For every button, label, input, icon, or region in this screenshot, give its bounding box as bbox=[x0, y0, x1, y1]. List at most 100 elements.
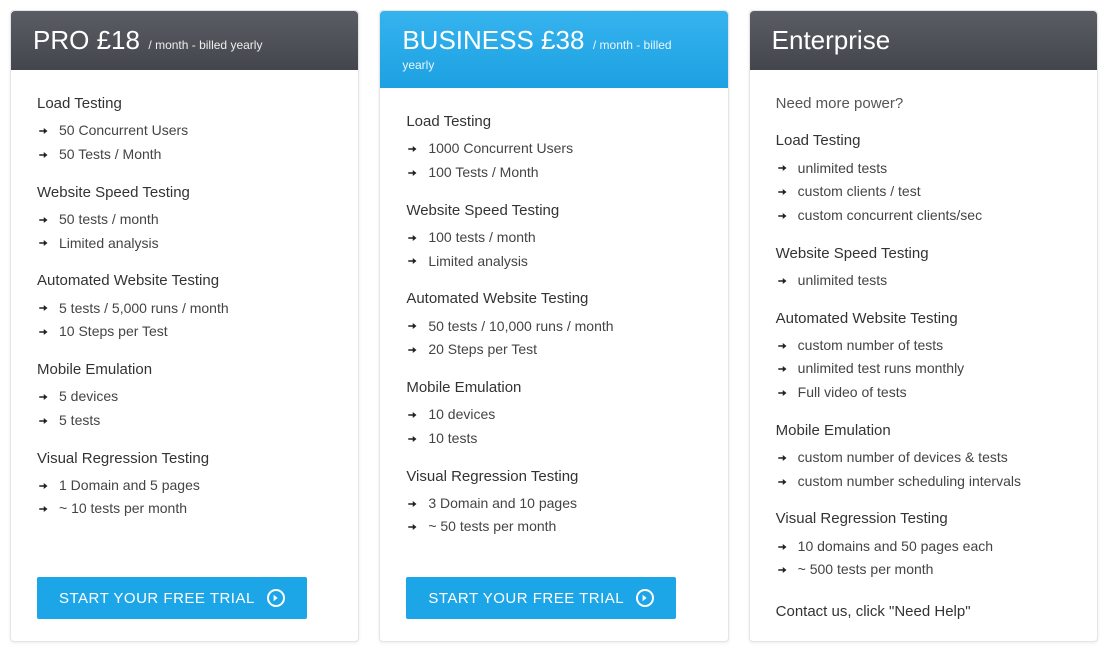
feature-list: 5 tests / 5,000 runs / month10 Steps per… bbox=[37, 297, 332, 344]
feature-text: 5 tests bbox=[59, 410, 100, 432]
feature-item: 5 tests / 5,000 runs / month bbox=[37, 297, 332, 321]
feature-section-title: Automated Website Testing bbox=[37, 269, 332, 292]
feature-text: ~ 500 tests per month bbox=[798, 559, 934, 581]
feature-text: Limited analysis bbox=[59, 233, 159, 255]
feature-item: 50 Tests / Month bbox=[37, 143, 332, 167]
feature-item: ~ 50 tests per month bbox=[406, 515, 701, 539]
feature-list: 10 devices10 tests bbox=[406, 403, 701, 450]
feature-text: 10 domains and 50 pages each bbox=[798, 536, 993, 558]
feature-item: 10 domains and 50 pages each bbox=[776, 535, 1071, 559]
arrow-right-circle-icon bbox=[267, 589, 285, 607]
feature-text: custom number of devices & tests bbox=[798, 447, 1008, 469]
plan-title: PRO £18 bbox=[33, 25, 140, 55]
arrow-right-icon bbox=[37, 391, 49, 403]
feature-text: 10 Steps per Test bbox=[59, 321, 168, 343]
arrow-right-icon bbox=[776, 387, 788, 399]
feature-item: Limited analysis bbox=[406, 250, 701, 274]
arrow-right-icon bbox=[776, 186, 788, 198]
feature-item: 50 tests / month bbox=[37, 208, 332, 232]
plan-tagline: Need more power? bbox=[776, 92, 1071, 115]
arrow-right-icon bbox=[406, 255, 418, 267]
arrow-right-icon bbox=[406, 521, 418, 533]
feature-list: custom number of testsunlimited test run… bbox=[776, 334, 1071, 405]
feature-list: 1000 Concurrent Users100 Tests / Month bbox=[406, 137, 701, 184]
feature-text: 1 Domain and 5 pages bbox=[59, 475, 200, 497]
arrow-right-icon bbox=[406, 498, 418, 510]
plan-header-enterprise: Enterprise bbox=[750, 11, 1097, 70]
feature-section-title: Visual Regression Testing bbox=[776, 507, 1071, 530]
feature-item: 5 tests bbox=[37, 409, 332, 433]
start-free-trial-button[interactable]: START YOUR FREE TRIAL bbox=[406, 577, 676, 619]
feature-item: custom clients / test bbox=[776, 180, 1071, 204]
arrow-right-icon bbox=[37, 503, 49, 515]
feature-item: 10 Steps per Test bbox=[37, 320, 332, 344]
plan-card-enterprise: Enterprise Need more power?Load Testingu… bbox=[749, 10, 1098, 642]
arrow-right-icon bbox=[776, 541, 788, 553]
arrow-right-icon bbox=[406, 344, 418, 356]
feature-list: 50 Concurrent Users50 Tests / Month bbox=[37, 119, 332, 166]
feature-list: 50 tests / monthLimited analysis bbox=[37, 208, 332, 255]
feature-section-title: Website Speed Testing bbox=[406, 199, 701, 222]
feature-section-title: Visual Regression Testing bbox=[406, 465, 701, 488]
arrow-right-icon bbox=[776, 363, 788, 375]
feature-item: 1 Domain and 5 pages bbox=[37, 474, 332, 498]
plan-subtitle: / month - billed yearly bbox=[148, 38, 262, 52]
feature-text: Limited analysis bbox=[428, 251, 528, 273]
feature-list: 5 devices5 tests bbox=[37, 385, 332, 432]
feature-text: ~ 10 tests per month bbox=[59, 498, 187, 520]
plan-body-enterprise: Need more power?Load Testingunlimited te… bbox=[750, 70, 1097, 641]
feature-text: 10 tests bbox=[428, 428, 477, 450]
feature-text: custom number scheduling intervals bbox=[798, 471, 1021, 493]
arrow-right-circle-icon bbox=[636, 589, 654, 607]
arrow-right-icon bbox=[406, 167, 418, 179]
arrow-right-icon bbox=[37, 326, 49, 338]
feature-item: unlimited tests bbox=[776, 269, 1071, 293]
arrow-right-icon bbox=[776, 340, 788, 352]
feature-text: 50 tests / 10,000 runs / month bbox=[428, 316, 613, 338]
arrow-right-icon bbox=[406, 232, 418, 244]
plan-footer-business: START YOUR FREE TRIAL bbox=[380, 577, 727, 641]
plan-card-pro: PRO £18 / month - billed yearly Load Tes… bbox=[10, 10, 359, 642]
arrow-right-icon bbox=[406, 433, 418, 445]
arrow-right-icon bbox=[776, 564, 788, 576]
feature-item: custom number of tests bbox=[776, 334, 1071, 358]
feature-text: custom number of tests bbox=[798, 335, 944, 357]
feature-section-title: Mobile Emulation bbox=[776, 419, 1071, 442]
feature-item: 100 tests / month bbox=[406, 226, 701, 250]
feature-item: ~ 10 tests per month bbox=[37, 497, 332, 521]
plan-card-business: BUSINESS £38 / month - billed yearly Loa… bbox=[379, 10, 728, 642]
feature-list: unlimited testscustom clients / testcust… bbox=[776, 157, 1071, 228]
feature-item: 100 Tests / Month bbox=[406, 161, 701, 185]
feature-text: 3 Domain and 10 pages bbox=[428, 493, 577, 515]
feature-item: 5 devices bbox=[37, 385, 332, 409]
feature-item: 1000 Concurrent Users bbox=[406, 137, 701, 161]
arrow-right-icon bbox=[37, 214, 49, 226]
feature-item: 50 tests / 10,000 runs / month bbox=[406, 315, 701, 339]
arrow-right-icon bbox=[37, 149, 49, 161]
feature-item: custom number scheduling intervals bbox=[776, 470, 1071, 494]
plan-header-business: BUSINESS £38 / month - billed yearly bbox=[380, 11, 727, 88]
feature-list: 100 tests / monthLimited analysis bbox=[406, 226, 701, 273]
feature-item: 10 devices bbox=[406, 403, 701, 427]
plan-body-pro: Load Testing 50 Concurrent Users50 Tests … bbox=[11, 70, 358, 577]
feature-text: custom clients / test bbox=[798, 181, 921, 203]
feature-text: 20 Steps per Test bbox=[428, 339, 537, 361]
feature-list: 1 Domain and 5 pages~ 10 tests per month bbox=[37, 474, 332, 521]
feature-section-title: Visual Regression Testing bbox=[37, 447, 332, 470]
plan-title: BUSINESS £38 bbox=[402, 25, 584, 55]
feature-list: 50 tests / 10,000 runs / month20 Steps p… bbox=[406, 315, 701, 362]
feature-section-title: Load Testing bbox=[37, 92, 332, 115]
plan-title: Enterprise bbox=[772, 25, 891, 55]
feature-section-title: Automated Website Testing bbox=[776, 307, 1071, 330]
contact-line: Contact us, click "Need Help" bbox=[776, 600, 1071, 623]
arrow-right-icon bbox=[37, 415, 49, 427]
start-free-trial-button[interactable]: START YOUR FREE TRIAL bbox=[37, 577, 307, 619]
feature-section-title: Mobile Emulation bbox=[37, 358, 332, 381]
feature-item: Limited analysis bbox=[37, 232, 332, 256]
feature-item: 3 Domain and 10 pages bbox=[406, 492, 701, 516]
plan-header-pro: PRO £18 / month - billed yearly bbox=[11, 11, 358, 70]
feature-section-title: Mobile Emulation bbox=[406, 376, 701, 399]
feature-section-title: Load Testing bbox=[406, 110, 701, 133]
arrow-right-icon bbox=[406, 143, 418, 155]
plan-footer-pro: START YOUR FREE TRIAL bbox=[11, 577, 358, 641]
